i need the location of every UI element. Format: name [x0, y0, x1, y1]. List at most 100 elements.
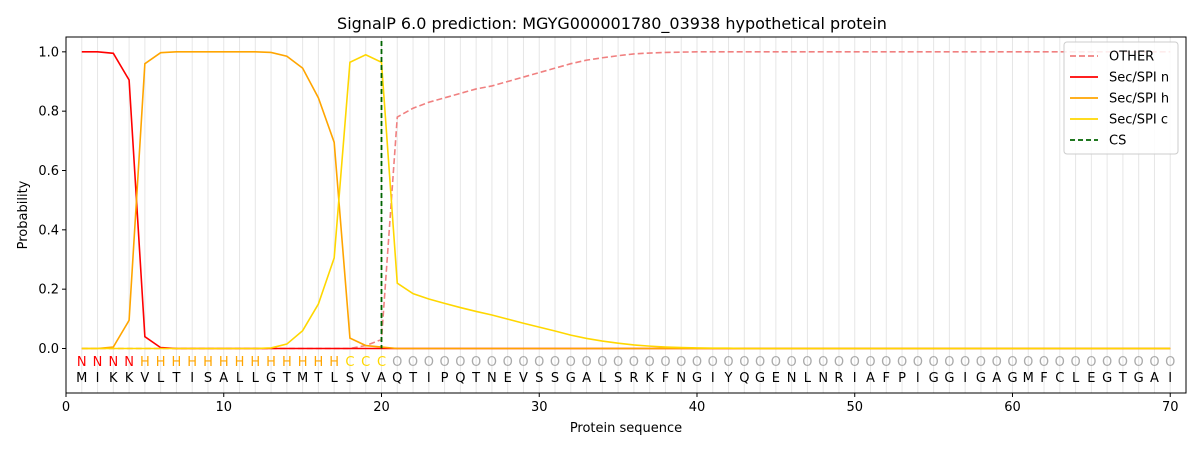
region-label: O [455, 355, 465, 370]
residue-letter: T [313, 371, 322, 386]
region-label: O [487, 355, 497, 370]
region-label: H [282, 355, 292, 370]
residue-letter: A [1150, 371, 1159, 386]
region-label: H [235, 355, 245, 370]
region-label: O [424, 355, 434, 370]
residue-letter: T [171, 371, 180, 386]
sequence-letters: NMNINKNKHVHLHTHIHSHAHLHLHGHTHMHTHLCSCVCA… [76, 355, 1175, 386]
region-label: O [1149, 355, 1159, 370]
region-label: O [739, 355, 749, 370]
residue-letter: I [853, 371, 857, 386]
region-label: O [897, 355, 907, 370]
region-label: O [550, 355, 560, 370]
region-label: H [298, 355, 308, 370]
residue-letter: L [804, 371, 812, 386]
residue-letter: L [236, 371, 244, 386]
region-label: O [471, 355, 481, 370]
residue-letter: V [140, 371, 149, 386]
region-label: O [771, 355, 781, 370]
legend-label: Sec/SPI c [1109, 113, 1168, 128]
residue-letter: E [504, 371, 512, 386]
residue-letter: A [219, 371, 228, 386]
series-lines [81, 51, 1171, 350]
y-tick-label: 0.2 [38, 283, 59, 298]
x-tick-label: 60 [1004, 400, 1021, 415]
series-line-3 [81, 53, 1171, 350]
region-label: O [960, 355, 970, 370]
plot-frame [65, 36, 1187, 394]
residue-letter: S [614, 371, 622, 386]
residue-letter: L [331, 371, 339, 386]
legend-label: CS [1109, 134, 1126, 149]
residue-letter: R [629, 371, 638, 386]
residue-letter: P [898, 371, 906, 386]
residue-letter: E [1087, 371, 1095, 386]
region-label: O [645, 355, 655, 370]
residue-letter: S [551, 371, 559, 386]
y-tick-label: 1.0 [38, 45, 59, 60]
region-label: N [108, 355, 118, 370]
region-label: H [140, 355, 150, 370]
region-label: O [913, 355, 923, 370]
residue-letter: L [157, 371, 165, 386]
region-label: O [802, 355, 812, 370]
residue-letter: I [916, 371, 920, 386]
residue-letter: G [944, 371, 954, 386]
residue-letter: V [361, 371, 370, 386]
region-label: O [1039, 355, 1049, 370]
residue-letter: S [204, 371, 212, 386]
region-label: O [1102, 355, 1112, 370]
x-tick-label: 40 [689, 400, 706, 415]
residue-letter: A [992, 371, 1001, 386]
residue-letter: I [190, 371, 194, 386]
region-label: O [944, 355, 954, 370]
residue-letter: I [711, 371, 715, 386]
region-label: O [881, 355, 891, 370]
region-label: H [172, 355, 182, 370]
residue-letter: G [929, 371, 939, 386]
region-label: O [850, 355, 860, 370]
residue-letter: K [645, 371, 654, 386]
region-label: O [1086, 355, 1096, 370]
region-label: O [818, 355, 828, 370]
residue-letter: G [755, 371, 765, 386]
region-label: H [329, 355, 339, 370]
residue-letter: A [866, 371, 875, 386]
region-label: O [676, 355, 686, 370]
residue-letter: Y [724, 371, 733, 386]
region-label: O [692, 355, 702, 370]
residue-letter: F [883, 371, 890, 386]
region-label: O [1134, 355, 1144, 370]
region-label: O [928, 355, 938, 370]
region-label: O [1023, 355, 1033, 370]
residue-letter: M [76, 371, 87, 386]
x-tick-label: 0 [62, 400, 70, 415]
region-label: C [345, 355, 354, 370]
residue-letter: S [535, 371, 543, 386]
residue-letter: N [676, 371, 686, 386]
region-label: H [187, 355, 197, 370]
y-axis-ticks: 0.0 0.2 0.4 0.6 0.8 1.0 [38, 45, 66, 357]
region-label: O [1118, 355, 1128, 370]
region-label: C [377, 355, 386, 370]
legend-box [1063, 41, 1179, 155]
residue-letter: T [471, 371, 480, 386]
x-tick-label: 10 [215, 400, 232, 415]
residue-letter: N [818, 371, 828, 386]
x-axis-ticks: 0 10 20 30 40 50 60 70 [62, 393, 1179, 415]
series-line-2 [81, 51, 1171, 350]
residue-letter: G [266, 371, 276, 386]
y-tick-label: 0.6 [38, 164, 59, 179]
y-tick-label: 0.0 [38, 342, 59, 357]
residue-letter: F [662, 371, 669, 386]
region-label: H [250, 355, 260, 370]
x-tick-label: 20 [373, 400, 390, 415]
residue-letter: C [1055, 371, 1064, 386]
region-label: O [503, 355, 513, 370]
legend-label: Sec/SPI n [1109, 71, 1169, 86]
x-axis-label: Protein sequence [570, 421, 682, 436]
residue-letter: T [1118, 371, 1127, 386]
x-tick-label: 70 [1162, 400, 1179, 415]
legend-label: Sec/SPI h [1109, 92, 1169, 107]
chart-title: SignalP 6.0 prediction: MGYG000001780_03… [337, 14, 887, 34]
